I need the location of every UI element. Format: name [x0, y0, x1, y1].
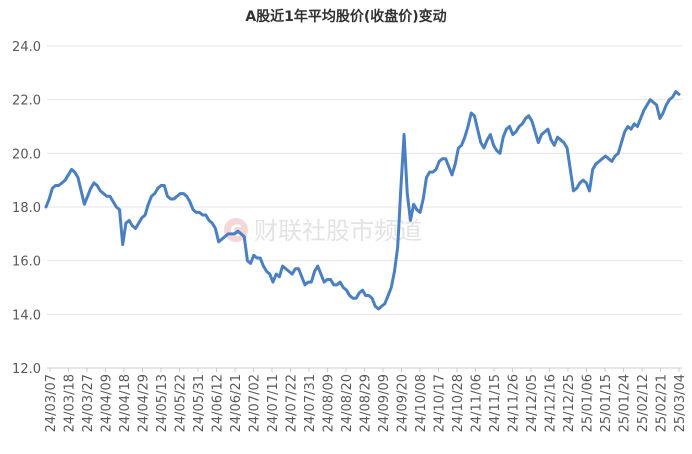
y-tick-label: 20.0	[12, 147, 41, 162]
x-tick-label: 25/02/21	[655, 374, 670, 432]
y-tick-label: 16.0	[12, 255, 41, 270]
x-tick-label: 24/11/26	[507, 374, 522, 432]
x-tick-label: 24/10/08	[414, 374, 429, 432]
x-tick-label: 24/08/09	[322, 374, 337, 432]
y-tick-label: 12.0	[12, 362, 41, 377]
x-tick-label: 24/06/12	[211, 374, 226, 432]
x-tick-label: 24/11/15	[488, 374, 503, 432]
x-tick-label: 24/07/22	[285, 374, 300, 432]
y-tick-label: 24.0	[12, 40, 41, 55]
x-tick-label: 24/05/31	[192, 374, 207, 432]
watermark-text: 财联社股市频道	[254, 217, 422, 245]
x-tick-label: 24/05/13	[155, 374, 170, 432]
x-tick-label: 24/05/22	[174, 374, 189, 432]
watermark: C 财联社股市频道	[224, 217, 422, 245]
x-tick-label: 24/06/21	[229, 374, 244, 432]
x-tick-label: 24/08/20	[340, 374, 355, 432]
series-line	[44, 90, 681, 311]
x-tick-label: 24/10/28	[451, 374, 466, 432]
x-tick-label: 24/12/05	[525, 374, 540, 432]
x-tick-label: 24/12/16	[544, 374, 559, 432]
x-tick-label: 24/03/18	[63, 374, 78, 432]
series-layer	[44, 90, 681, 311]
x-tick-label: 24/09/20	[396, 374, 411, 432]
axes: 12.0 14.0 16.0 18.0 20.0 22.0 24.0 24/03/07 24/0…	[12, 40, 688, 432]
x-tick-label: 24/08/29	[359, 374, 374, 432]
x-tick-label: 25/01/24	[618, 374, 633, 432]
watermark-logo-letter: C	[230, 221, 242, 240]
x-tick-label: 24/07/11	[266, 374, 281, 432]
x-tick-label: 25/03/04	[673, 374, 688, 432]
x-tick-label: 24/04/18	[118, 374, 133, 432]
y-tick-label: 22.0	[12, 94, 41, 109]
y-tick-label: 14.0	[12, 308, 41, 323]
x-tick-label: 24/12/25	[562, 374, 577, 432]
x-tick-label: 24/04/09	[100, 374, 115, 432]
x-tick-label: 24/07/31	[303, 374, 318, 432]
x-tick-label: 24/11/06	[470, 374, 485, 432]
x-tick-label: 25/01/15	[599, 374, 614, 432]
x-tick-label: 24/10/17	[433, 374, 448, 432]
x-tick-label: 25/02/12	[636, 374, 651, 432]
grid-lines	[47, 45, 682, 369]
x-tick-label: 24/03/07	[44, 374, 59, 432]
x-tick-label: 24/07/02	[248, 374, 263, 432]
y-tick-label: 18.0	[12, 201, 41, 216]
chart-title: A股近1年平均股价(收盘价)变动	[245, 9, 447, 25]
x-tick-label: 24/09/09	[377, 374, 392, 432]
x-tick-label: 24/04/29	[137, 374, 152, 432]
x-tick-label: 25/01/06	[581, 374, 596, 432]
x-tick-label: 24/03/27	[81, 374, 96, 432]
